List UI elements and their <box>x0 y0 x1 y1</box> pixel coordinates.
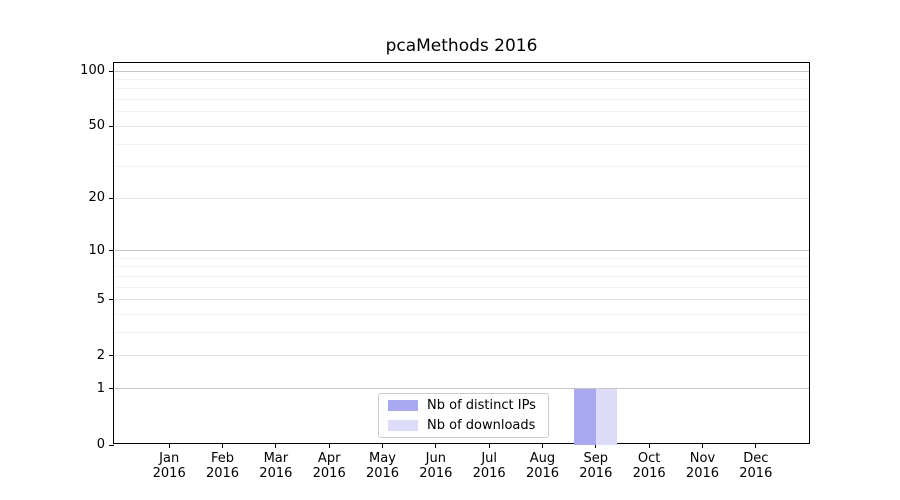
x-tick-label-dec: Dec 2016 <box>739 451 773 481</box>
x-tick-mark <box>488 443 490 448</box>
y-tick-label: 1 <box>96 380 105 396</box>
y-tick-label: 0 <box>96 437 105 452</box>
y-tick-label: 100 <box>80 63 105 78</box>
x-tick-mark <box>222 443 224 448</box>
x-tick-mark <box>701 443 703 448</box>
x-tick-mark <box>168 443 170 448</box>
x-tick-mark <box>328 443 330 448</box>
gridline-y8 <box>114 266 809 268</box>
y-tick-label: 5 <box>96 291 105 307</box>
plot-area: Nb of distinct IPs Nb of downloads 0 1 2 5 1… <box>80 62 810 481</box>
chart-title: pcaMethods 2016 <box>385 36 538 56</box>
y-tick-label: 2 <box>96 347 105 363</box>
gridline-y7 <box>114 275 809 277</box>
legend-item-distinct-ips: Nb of distinct IPs <box>388 398 539 413</box>
x-tick-label-mar: Mar 2016 <box>259 451 293 481</box>
gridline-y60 <box>114 111 809 113</box>
x-tick-mark <box>595 443 597 448</box>
y-tick-mark <box>109 299 114 301</box>
gridline-y30 <box>114 166 809 168</box>
gridline-y6 <box>114 286 809 288</box>
gridline-y40 <box>114 143 809 145</box>
y-tick-mark <box>109 250 114 252</box>
x-tick-label-sep: Sep 2016 <box>579 451 613 481</box>
gridline-y10 <box>114 250 809 252</box>
x-tick-label-may: May 2016 <box>365 451 400 481</box>
y-tick-mark <box>109 355 114 357</box>
gridline-y3 <box>114 332 809 334</box>
x-tick-mark <box>648 443 650 448</box>
y-tick-label: 10 <box>88 242 105 258</box>
legend-label-distinct-ips: Nb of distinct IPs <box>427 398 536 413</box>
y-tick-mark <box>109 197 114 199</box>
legend-swatch-downloads <box>388 420 418 431</box>
gridline-y70 <box>114 99 809 101</box>
x-tick-mark <box>541 443 543 448</box>
gridline-y80 <box>114 88 809 90</box>
gridline-y100 <box>114 70 809 72</box>
x-tick-label-jan: Jan 2016 <box>152 451 186 481</box>
x-tick-mark <box>435 443 437 448</box>
x-tick-mark <box>382 443 383 448</box>
legend-swatch-distinct-ips <box>388 400 418 411</box>
x-tick-label-jul: Jul 2016 <box>472 451 506 481</box>
x-tick-label-jun: Jun 2016 <box>419 451 453 481</box>
y-tick-mark <box>109 388 114 390</box>
gridline-y5 <box>114 299 809 301</box>
x-tick-label-feb: Feb 2016 <box>205 451 240 481</box>
gridline-y1 <box>114 388 809 390</box>
y-tick-label: 50 <box>88 118 105 134</box>
gridline-y20 <box>114 197 809 199</box>
x-tick-label-aug: Aug 2016 <box>525 451 560 481</box>
bar-nb-of-downloads-sep <box>595 388 618 445</box>
gridline-y90 <box>114 78 809 80</box>
x-tick-label-oct: Oct 2016 <box>632 451 666 481</box>
gridline-y50 <box>114 125 809 127</box>
gridline-y9 <box>114 257 809 259</box>
y-tick-mark <box>109 125 114 127</box>
x-tick-mark <box>755 443 757 448</box>
x-tick-label-nov: Nov 2016 <box>685 451 720 481</box>
y-tick-mark <box>109 70 114 72</box>
bar-nb-of-distinct-ips-sep <box>574 388 596 445</box>
y-tick-label: 20 <box>88 190 105 206</box>
x-tick-mark <box>275 443 277 448</box>
gridline-y4 <box>114 314 809 316</box>
y-tick-mark <box>109 444 114 446</box>
gridline-y2 <box>114 355 809 357</box>
legend: Nb of distinct IPs Nb of downloads <box>378 393 549 438</box>
x-tick-label-apr: Apr 2016 <box>312 451 346 481</box>
legend-label-downloads: Nb of downloads <box>427 418 536 433</box>
legend-item-downloads: Nb of downloads <box>388 418 539 433</box>
